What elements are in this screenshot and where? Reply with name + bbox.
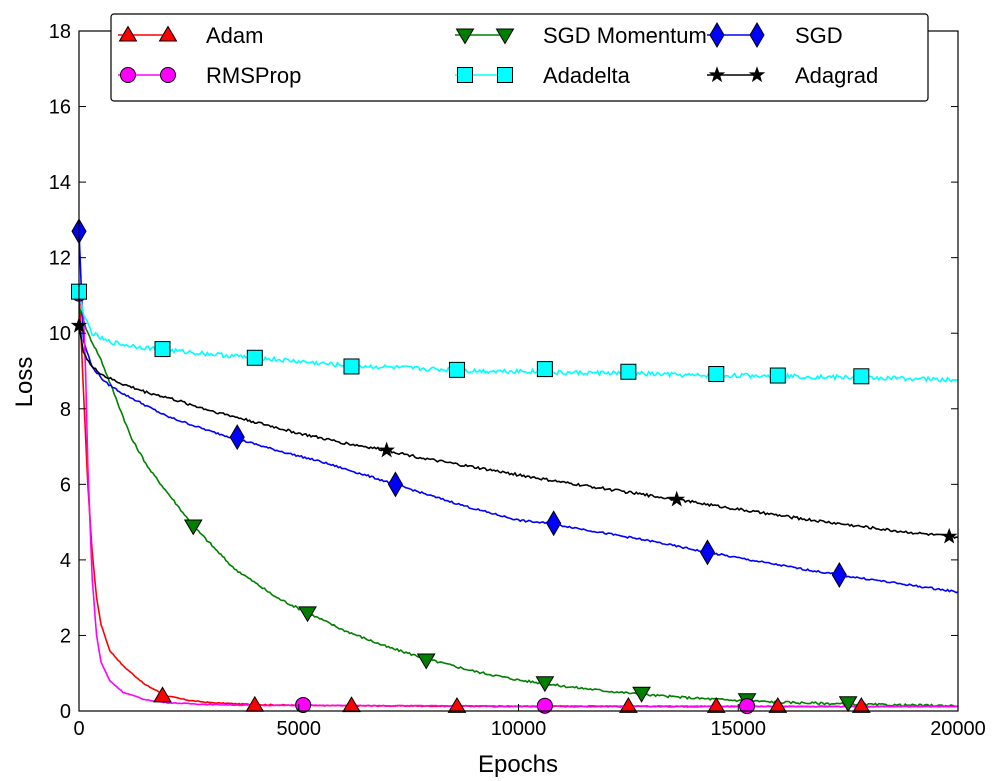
series-layer	[70, 218, 959, 715]
series-marker-rmsprop	[295, 696, 312, 713]
series-marker-sgd-momentum	[183, 519, 203, 536]
legend-marker	[160, 67, 176, 83]
series-line-sgd	[78, 231, 959, 594]
series-marker-adam	[619, 696, 638, 713]
series-marker-sgd-momentum	[632, 686, 651, 703]
legend-label: RMSProp	[206, 63, 301, 88]
series-marker-sgd-momentum	[416, 653, 436, 670]
x-tick-label: 0	[73, 718, 84, 740]
x-tick-label: 15000	[710, 718, 766, 740]
series-marker-sgd	[699, 539, 716, 566]
legend-label: Adam	[206, 23, 263, 48]
x-tick-label: 5000	[277, 718, 322, 740]
series-marker-rmsprop	[739, 698, 756, 715]
y-tick-label: 14	[49, 172, 71, 194]
series-marker-sgd	[387, 471, 404, 498]
series-marker-adadelta	[708, 366, 725, 383]
series-marker-adam	[851, 696, 871, 713]
series-line-sgd-momentum	[78, 306, 959, 708]
y-tick-label: 4	[60, 550, 71, 572]
series-marker-sgd	[546, 510, 562, 537]
y-tick-label: 6	[60, 474, 71, 496]
legend-label: Adadelta	[543, 63, 631, 88]
series-marker-adam	[447, 696, 467, 713]
series-marker-adagrad	[668, 490, 686, 507]
y-tick-label: 10	[49, 323, 71, 345]
y-tick-label: 18	[49, 21, 71, 43]
series-marker-sgd	[229, 424, 245, 451]
y-tick-label: 8	[60, 399, 71, 421]
legend-marker	[118, 25, 138, 42]
legend-marker	[748, 66, 766, 83]
legend-marker	[120, 67, 136, 83]
series-marker-adam	[706, 696, 726, 713]
series-marker-sgd-momentum	[298, 606, 317, 623]
series-marker-sgd	[831, 562, 847, 588]
series-marker-adadelta	[448, 361, 465, 378]
legend-label: SGD Momentum	[543, 23, 707, 48]
series-marker-rmsprop	[536, 697, 553, 714]
x-tick-label: 20000	[930, 718, 986, 740]
series-marker-adadelta	[246, 349, 263, 366]
series-marker-adadelta	[154, 341, 171, 358]
y-tick-label: 0	[60, 701, 71, 723]
series-marker-adadelta	[343, 358, 360, 375]
ticks-layer: 0 5000 10000 15000 20000 0 2 4 6 8 10 12 14 16 18	[49, 21, 986, 740]
series-marker-adagrad	[378, 441, 395, 458]
y-tick-label: 2	[60, 625, 71, 647]
series-marker-adadelta	[536, 361, 553, 378]
series-line-adagrad	[78, 325, 958, 539]
series-marker-adam	[768, 696, 788, 713]
legend-marker	[495, 28, 515, 45]
x-tick-label: 10000	[491, 718, 547, 740]
legend-label: Adagrad	[795, 63, 878, 88]
legend-marker	[457, 67, 473, 83]
series-line-rmsprop	[78, 293, 959, 708]
series-marker-adadelta	[853, 368, 870, 385]
x-axis-label: Epochs	[478, 751, 558, 778]
legend-label: SGD	[795, 23, 843, 48]
y-axis-label: Loss	[11, 357, 38, 408]
legend-marker	[708, 66, 726, 83]
series-marker-adam	[342, 696, 361, 713]
y-tick-label: 16	[49, 97, 71, 119]
series-marker-adam	[153, 686, 172, 703]
legend-marker	[749, 22, 765, 48]
y-tick-label: 12	[49, 248, 71, 270]
legend-marker	[158, 25, 178, 42]
series-marker-sgd-momentum	[838, 696, 858, 713]
series-line-adadelta	[78, 291, 959, 383]
legend-marker	[497, 67, 513, 83]
series-marker-adagrad	[940, 527, 958, 544]
legend-marker	[709, 22, 725, 48]
series-marker-adadelta	[620, 363, 637, 380]
legend-marker	[455, 28, 475, 45]
legend: Adam SGD Momentum SGD RMSProp Adadelta Adagra…	[110, 13, 929, 102]
series-marker-adadelta	[769, 367, 786, 384]
series-marker-sgd-momentum	[535, 676, 555, 693]
